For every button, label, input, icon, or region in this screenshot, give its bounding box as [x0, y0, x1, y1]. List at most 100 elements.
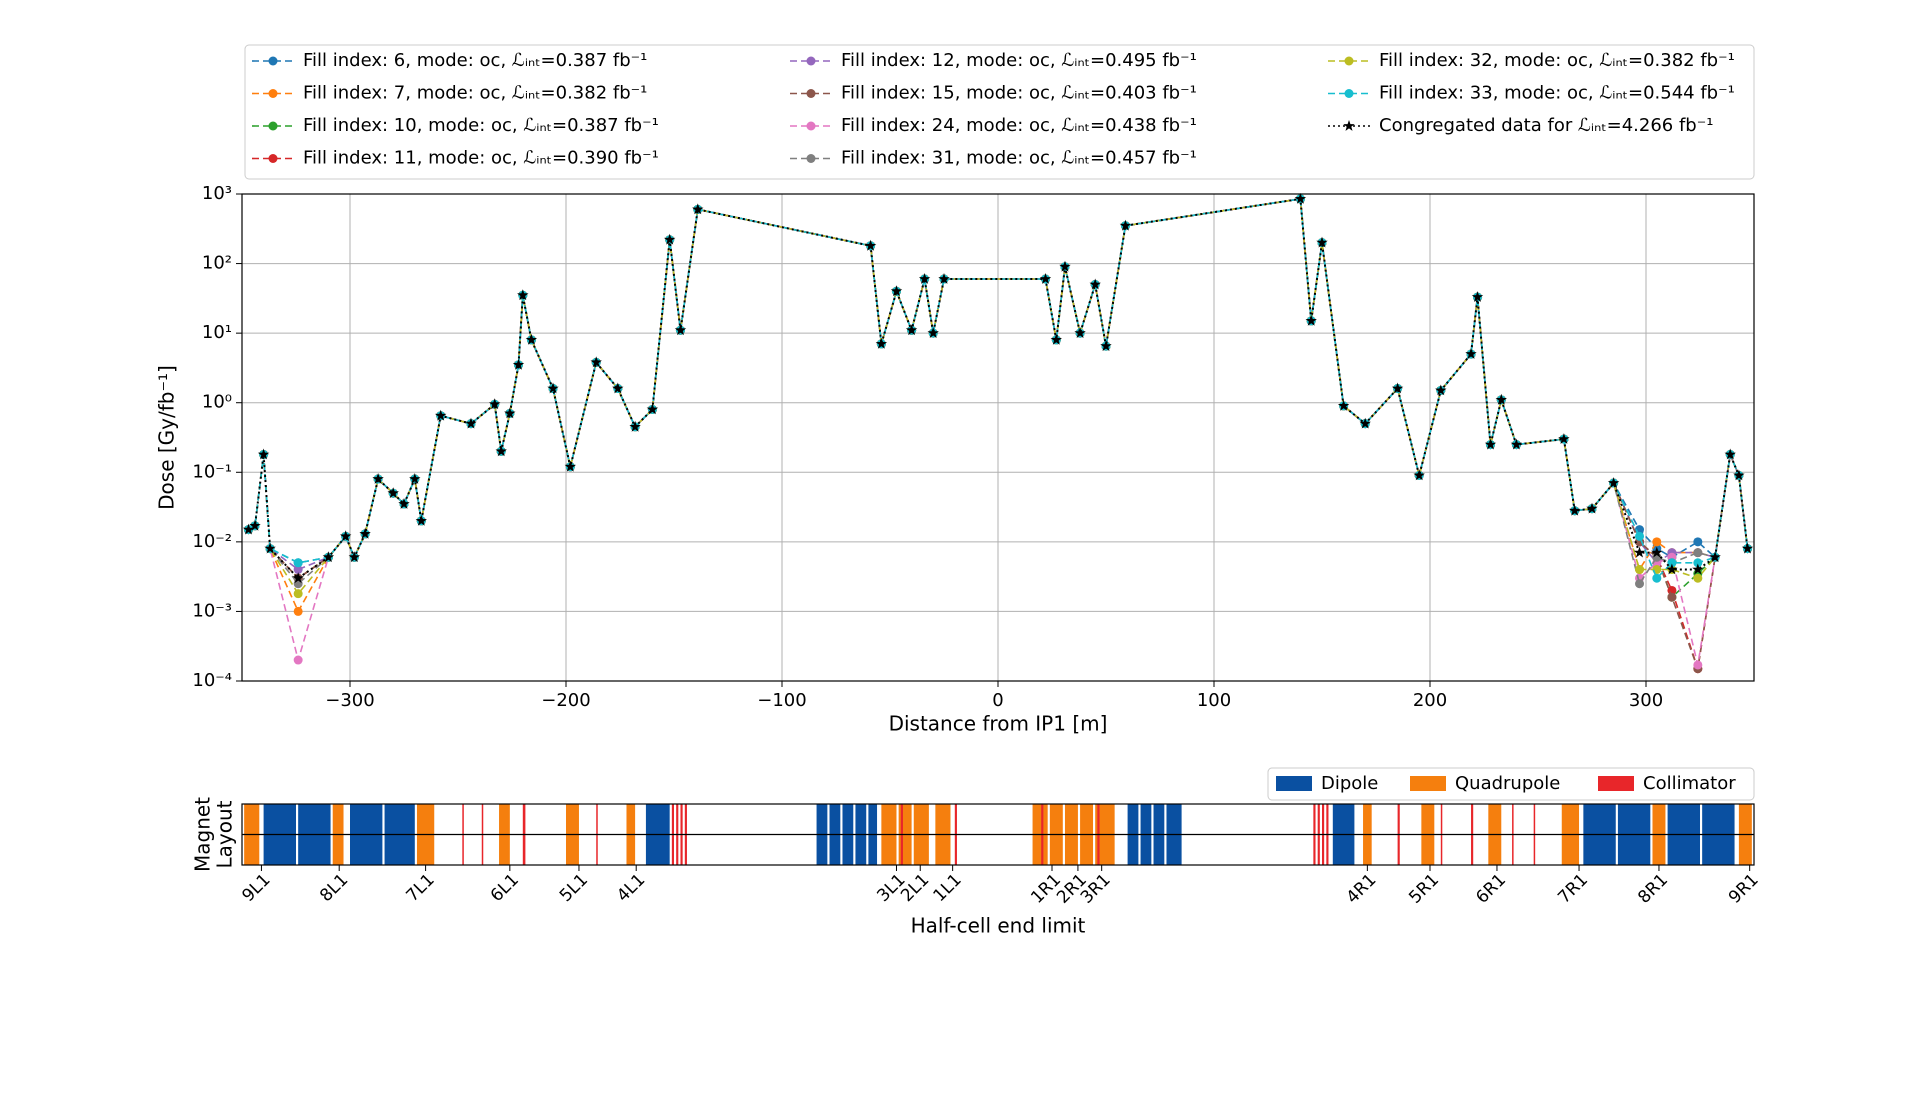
marker	[1741, 542, 1754, 554]
marker	[1413, 469, 1425, 481]
marker	[1666, 563, 1678, 575]
series-line	[247, 197, 1749, 580]
y-tick-label: 10²	[202, 253, 232, 274]
marker	[359, 527, 371, 539]
marker	[1652, 537, 1662, 547]
marker	[517, 289, 529, 301]
x-tick-label: −100	[757, 690, 806, 711]
x-axis-label: Half-cell end limit	[911, 914, 1086, 938]
marker	[435, 409, 447, 421]
legend-marker	[268, 89, 278, 98]
legend-marker	[1344, 56, 1354, 66]
marker	[1089, 278, 1101, 290]
marker	[646, 403, 659, 415]
marker	[918, 273, 931, 284]
marker	[1693, 548, 1703, 558]
legend-label: Fill index: 32, mode: oc, ℒᵢₙₜ=0.382 fb⁻…	[1379, 50, 1735, 71]
legend-label: Fill index: 31, mode: oc, ℒᵢₙₜ=0.457 fb⁻…	[841, 148, 1197, 169]
legend-label: Fill index: 33, mode: oc, ℒᵢₙₜ=0.544 fb⁻…	[1379, 83, 1735, 104]
legend-label: Fill index: 6, mode: oc, ℒᵢₙₜ=0.387 fb⁻¹	[303, 50, 647, 71]
marker	[664, 233, 676, 245]
marker	[372, 473, 384, 484]
legend-box	[244, 44, 1755, 180]
marker	[1667, 558, 1677, 568]
marker	[1652, 573, 1662, 583]
marker	[1119, 219, 1132, 231]
axes-frame	[241, 193, 1755, 682]
marker	[293, 606, 303, 616]
marker	[525, 333, 538, 345]
axes-frame	[241, 803, 1755, 866]
marker	[1607, 477, 1620, 488]
marker	[489, 398, 501, 410]
marker	[348, 551, 360, 563]
marker	[547, 382, 559, 394]
marker	[1484, 438, 1497, 450]
legend-label: Collimator	[1643, 773, 1736, 794]
marker	[1059, 260, 1071, 272]
legend-swatch	[1410, 776, 1446, 791]
marker	[1724, 448, 1736, 460]
y-axis-label: Dose [Gy/fb⁻¹]	[155, 365, 179, 510]
marker	[512, 358, 525, 370]
marker	[504, 407, 516, 419]
legend-swatch	[1598, 776, 1634, 791]
marker	[1039, 273, 1052, 284]
marker	[1050, 333, 1062, 345]
marker	[340, 530, 352, 542]
marker	[1465, 348, 1477, 359]
y-tick-label: 10⁻¹	[192, 461, 232, 482]
marker	[264, 542, 276, 554]
legend-label: Congregated data for ℒᵢₙₜ=4.266 fb⁻¹	[1379, 115, 1713, 136]
marker	[1558, 433, 1570, 444]
marker	[1294, 192, 1307, 204]
legend-label: Fill index: 24, mode: oc, ℒᵢₙₜ=0.438 fb⁻…	[841, 115, 1197, 136]
legend-marker	[268, 154, 278, 163]
marker	[1635, 531, 1645, 541]
legend-marker	[806, 56, 816, 66]
marker	[1667, 592, 1677, 602]
marker	[293, 558, 303, 568]
marker	[1652, 565, 1662, 575]
marker	[1435, 384, 1447, 396]
marker	[293, 565, 303, 575]
marker	[465, 417, 477, 429]
legend-marker	[1344, 89, 1354, 98]
y-tick-label: 10¹	[202, 322, 232, 343]
marker	[292, 572, 304, 584]
y-tick-label: 10⁻²	[192, 531, 232, 552]
marker	[938, 273, 950, 284]
marker	[495, 445, 507, 457]
marker	[1635, 565, 1645, 575]
legend-marker	[806, 121, 816, 131]
marker	[1635, 579, 1645, 589]
x-tick-label: 200	[1413, 690, 1447, 711]
marker	[409, 473, 421, 484]
y-tick-label: 10⁰	[202, 392, 232, 413]
legend-marker	[806, 89, 816, 98]
legend-marker	[1343, 120, 1355, 131]
y-tick-label: 10⁻⁴	[192, 670, 232, 691]
y-axis-label: Layout	[213, 800, 237, 868]
marker	[1305, 314, 1317, 326]
marker	[1495, 393, 1507, 405]
legend-label: Fill index: 11, mode: oc, ℒᵢₙₜ=0.390 fb⁻…	[303, 148, 659, 169]
marker	[1074, 327, 1086, 338]
legend-label: Dipole	[1321, 773, 1378, 794]
marker	[1359, 417, 1371, 429]
legend-label: Quadrupole	[1455, 773, 1560, 794]
marker	[890, 285, 903, 297]
marker	[1709, 551, 1721, 563]
marker	[1391, 382, 1404, 394]
marker	[564, 460, 576, 472]
marker	[387, 487, 399, 499]
marker	[927, 327, 939, 338]
marker	[1693, 660, 1703, 670]
series-line	[248, 197, 1749, 580]
marker	[293, 655, 303, 665]
legend-marker	[268, 56, 278, 66]
y-axis-label: Magnet	[191, 797, 215, 872]
x-axis-label: Distance from IP1 [m]	[889, 712, 1108, 736]
marker	[1693, 558, 1703, 568]
marker	[1100, 340, 1112, 351]
